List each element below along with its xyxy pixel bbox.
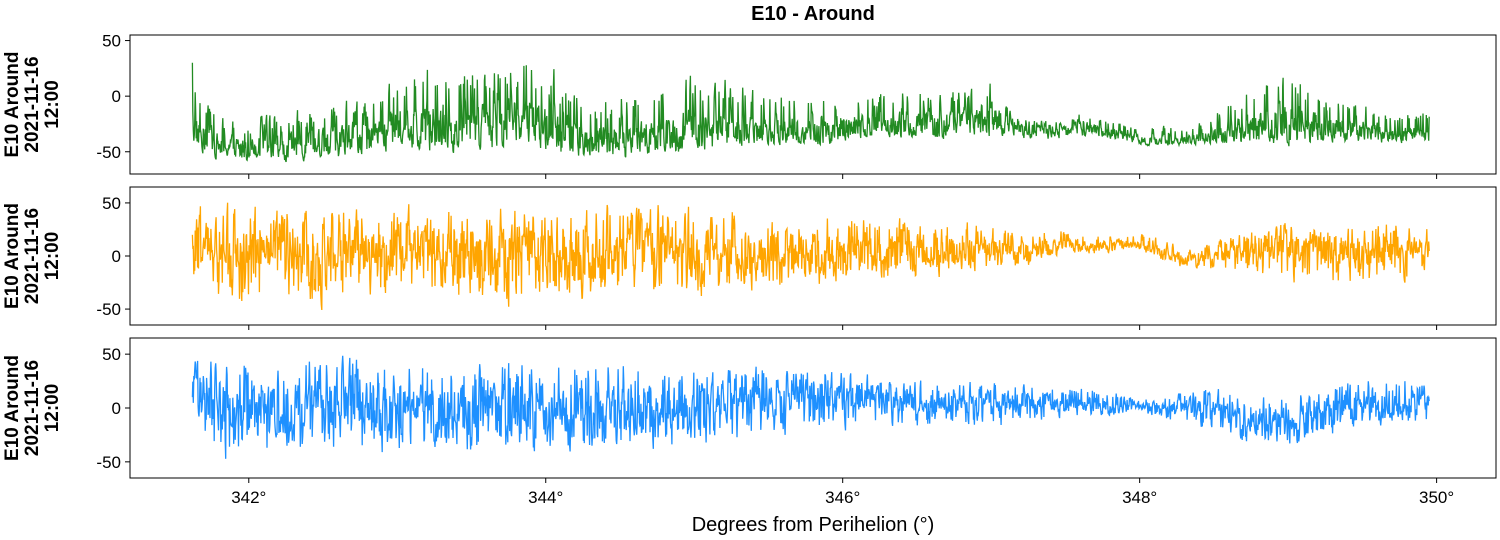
panel-1: -50 0 50 E10 Around2021-11-1612:00 [2,32,1497,179]
y-axis-label-line: E10 Around [2,355,23,461]
x-tick-label: 346° [825,488,860,507]
y-axis-label: E10 Around2021-11-1612:00 [2,203,63,309]
y-axis-label-line: 12:00 [42,384,63,433]
plot-frame [129,34,1497,175]
y-tick-label: 0 [112,247,121,266]
panel-3: -50 0 50 E10 Around2021-11-1612:00 [2,337,1497,483]
y-axis-label-line: E10 Around [2,52,23,158]
chart-title: E10 - Around [751,3,875,25]
y-tick-label: -50 [96,300,121,319]
series-line-3 [191,355,1430,459]
y-axis-label-line: E10 Around [2,203,23,309]
series-line-2 [191,202,1430,311]
x-tick-label: 342° [231,488,266,507]
y-axis-label-line: 2021-11-16 [22,56,43,152]
x-tick-label: 348° [1122,488,1157,507]
y-axis-label-line: 2021-11-16 [22,208,43,304]
y-tick-label: 50 [102,345,121,364]
y-axis-label-line: 2021-11-16 [22,360,43,456]
panel-2: -50 0 50 E10 Around2021-11-1612:00 [2,186,1497,330]
x-tick-label: 344° [528,488,563,507]
x-axis-label: Degrees from Perihelion (°) [692,514,935,536]
y-tick-label: 50 [102,32,121,51]
y-tick-label: -50 [96,453,121,472]
y-tick-label: 0 [112,87,121,106]
x-tick-label: 350° [1419,488,1454,507]
y-axis-label: E10 Around2021-11-1612:00 [2,52,63,158]
y-tick-label: 50 [102,194,121,213]
y-axis-label-line: 12:00 [42,232,63,281]
series-line-1 [191,62,1430,163]
y-tick-label: -50 [96,143,121,162]
y-axis-label-line: 12:00 [42,80,63,129]
y-tick-label: 0 [112,399,121,418]
y-axis-label: E10 Around2021-11-1612:00 [2,355,63,461]
